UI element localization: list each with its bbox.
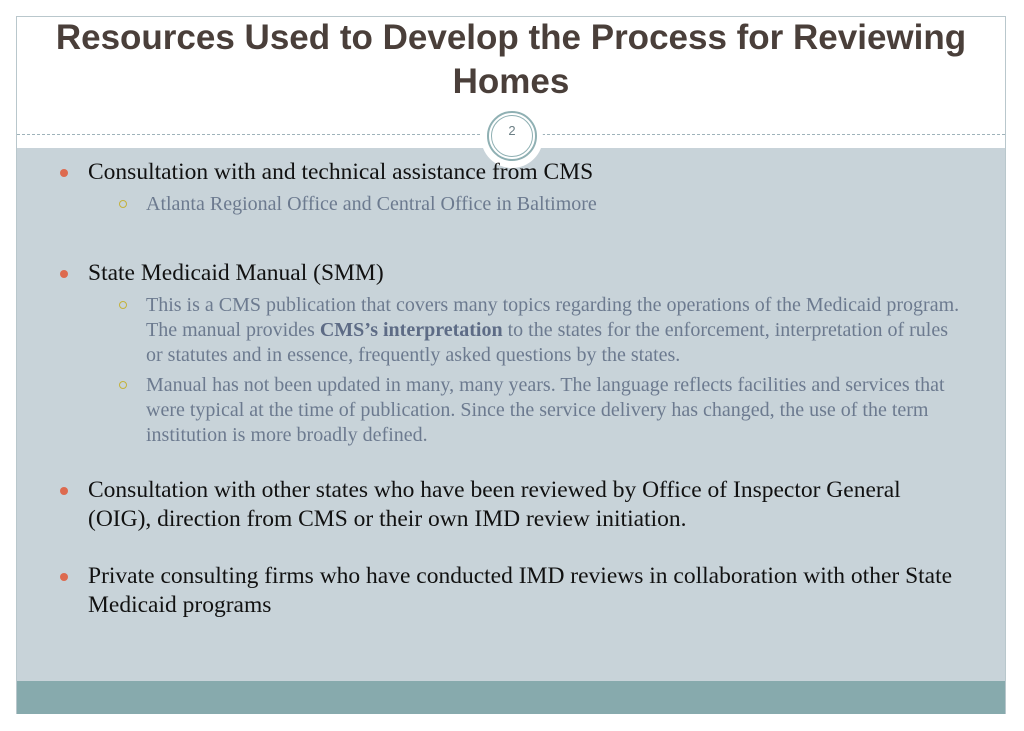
bullet-item-smm: State Medicaid Manual (SMM) This is a CM… xyxy=(58,259,968,448)
slide-title: Resources Used to Develop the Process fo… xyxy=(55,18,967,101)
sub-bullet-ring-icon xyxy=(119,381,127,389)
bullet-text: Private consulting firms who have conduc… xyxy=(88,563,953,618)
sub-bullet-list: This is a CMS publication that covers ma… xyxy=(88,293,968,448)
page-number: 2 xyxy=(508,122,516,138)
bullet-dot-icon xyxy=(60,169,68,177)
sub-bullet-item: This is a CMS publication that covers ma… xyxy=(88,293,968,368)
sub-bullet-bold-text: CMS’s interpretation xyxy=(319,319,503,341)
bullet-text: Consultation with and technical assistan… xyxy=(88,159,594,185)
bullet-list: Consultation with and technical assistan… xyxy=(58,158,968,620)
content-area xyxy=(17,148,1005,681)
bullet-item-other-states: Consultation with other states who have … xyxy=(58,476,968,534)
sub-bullet-list: Atlanta Regional Office and Central Offi… xyxy=(88,192,968,217)
bullet-dot-icon xyxy=(60,487,68,495)
bullet-dot-icon xyxy=(60,573,68,581)
sub-bullet-ring-icon xyxy=(119,200,127,208)
bullet-item-cms-consultation: Consultation with and technical assistan… xyxy=(58,158,968,217)
footer-bar xyxy=(17,681,1005,714)
bullet-text: Consultation with other states who have … xyxy=(88,477,901,532)
page-number-badge: 2 xyxy=(491,115,533,157)
sub-bullet-text: Manual has not been updated in many, man… xyxy=(146,374,945,446)
bullet-dot-icon xyxy=(60,270,68,278)
sub-bullet-ring-icon xyxy=(119,301,127,309)
sub-bullet-item: Manual has not been updated in many, man… xyxy=(88,373,968,448)
bullet-item-consulting-firms: Private consulting firms who have conduc… xyxy=(58,562,968,620)
sub-bullet-text-part: This is a CMS publication that covers ma… xyxy=(146,294,960,341)
bullet-text: State Medicaid Manual (SMM) xyxy=(88,260,384,286)
sub-bullet-text: Atlanta Regional Office and Central Offi… xyxy=(146,193,597,215)
sub-bullet-text-part: to the states for the enforcement, inter… xyxy=(146,319,948,366)
sub-bullet-item: Atlanta Regional Office and Central Offi… xyxy=(88,192,968,217)
